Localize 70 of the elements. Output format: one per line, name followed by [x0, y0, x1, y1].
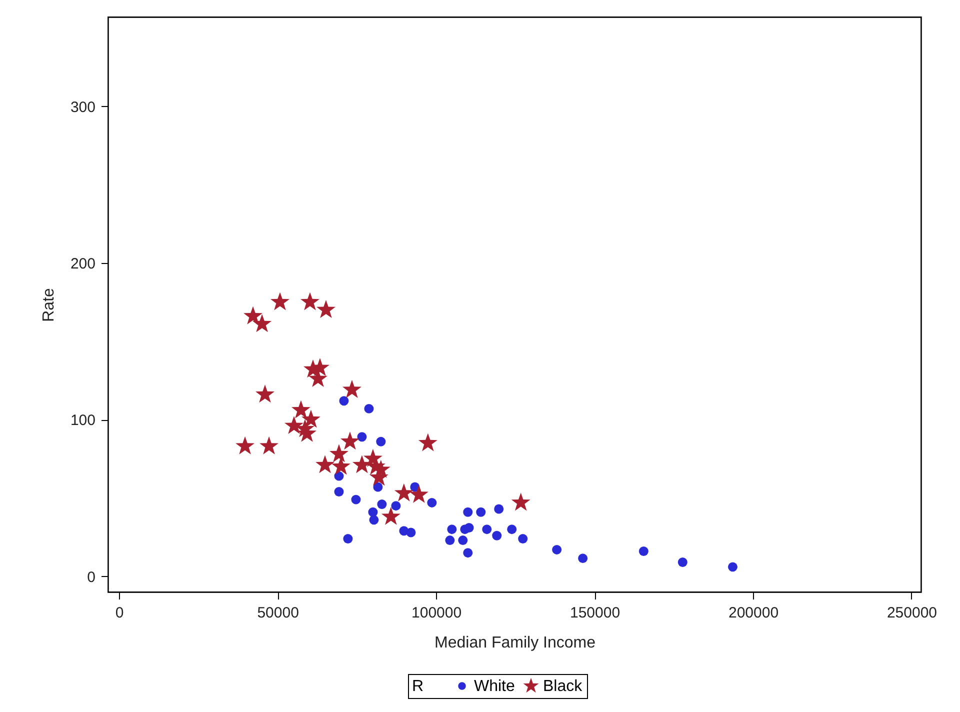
x-tick-label: 50000 — [257, 604, 299, 622]
y-axis-title: Rate — [40, 288, 58, 322]
point — [394, 483, 414, 502]
point — [316, 455, 334, 474]
y-tick-label: 200 — [70, 255, 96, 272]
point — [578, 554, 588, 564]
point — [364, 404, 374, 414]
legend-title: R — [412, 678, 424, 695]
point — [376, 436, 386, 446]
point — [316, 300, 336, 318]
point — [260, 436, 278, 454]
point — [310, 358, 330, 376]
point — [381, 506, 400, 525]
point — [284, 416, 304, 434]
point — [447, 524, 457, 534]
point — [329, 444, 348, 462]
point — [476, 507, 486, 517]
point — [236, 436, 255, 454]
point — [418, 433, 438, 452]
x-axis-title: Median Family Income — [434, 634, 596, 652]
point — [482, 524, 492, 534]
point — [511, 492, 530, 511]
point — [244, 306, 262, 324]
x-tick-label: 100000 — [412, 604, 462, 622]
point — [494, 504, 504, 514]
point — [300, 292, 320, 310]
point — [406, 528, 416, 538]
point — [291, 400, 310, 418]
x-tick-label: 250000 — [886, 604, 938, 622]
point — [507, 524, 517, 534]
point — [464, 523, 474, 532]
legend-label: Black — [543, 678, 584, 695]
point — [369, 515, 379, 525]
point — [351, 494, 361, 504]
legend-label: White — [474, 678, 515, 695]
point — [301, 410, 320, 428]
point — [427, 498, 437, 508]
point — [368, 507, 378, 517]
point — [409, 484, 428, 503]
point — [256, 384, 274, 403]
point — [638, 546, 648, 556]
point — [342, 380, 362, 398]
point — [678, 558, 688, 567]
point — [373, 482, 383, 492]
point — [343, 534, 353, 544]
point — [377, 500, 387, 509]
point — [458, 536, 468, 546]
point — [391, 501, 401, 511]
point — [357, 432, 367, 442]
point — [552, 544, 562, 554]
point — [340, 432, 360, 450]
x-tick-label: 150000 — [570, 604, 620, 622]
point — [728, 562, 738, 572]
point — [334, 486, 344, 496]
point — [339, 396, 349, 406]
point — [252, 314, 272, 332]
point — [518, 534, 528, 544]
y-tick-label: 0 — [87, 568, 96, 586]
point — [492, 530, 502, 540]
y-tick-label: 300 — [70, 98, 96, 116]
point — [445, 536, 455, 546]
point — [298, 424, 316, 442]
x-tick-label: 200000 — [728, 604, 779, 622]
point — [334, 471, 344, 481]
point — [463, 548, 473, 558]
y-tick-label: 100 — [70, 412, 96, 430]
point — [270, 292, 290, 310]
x-tick-label: 0 — [115, 604, 124, 622]
point — [463, 507, 473, 517]
point — [331, 456, 350, 475]
